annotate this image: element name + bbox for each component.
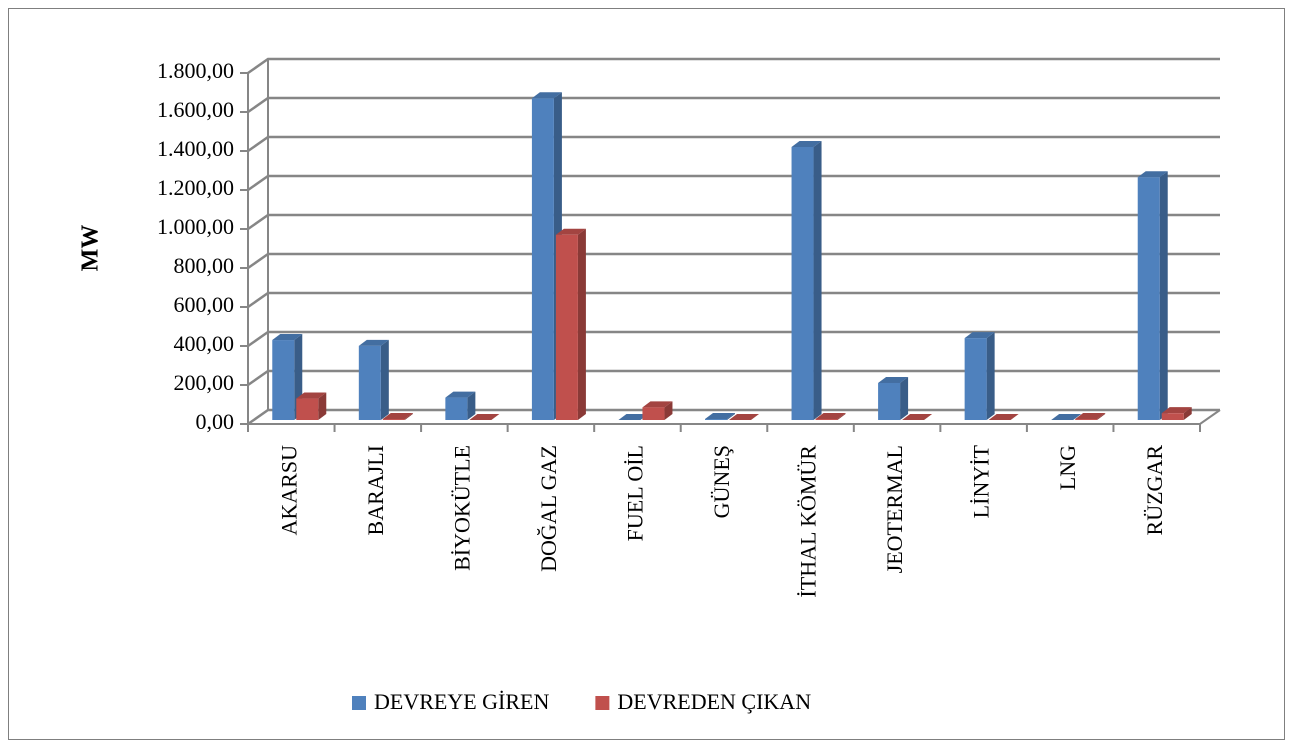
bar-top (964, 332, 995, 339)
x-tick-label: GÜNEŞ (709, 445, 734, 518)
bar (642, 407, 665, 420)
bar-top (531, 92, 562, 99)
bar (531, 98, 554, 420)
bar-top (445, 391, 476, 398)
bar-top (902, 414, 933, 420)
x-tick-label: RÜZGAR (1142, 445, 1167, 536)
grid-line (247, 96, 1220, 114)
bar-top (1075, 413, 1106, 420)
y-tick-label: 1.200,00 (157, 175, 234, 200)
legend-swatch (352, 696, 366, 710)
y-tick-label: 200,00 (174, 370, 235, 395)
bar (1075, 419, 1098, 420)
bar-side (813, 141, 822, 420)
bar-top (815, 413, 846, 420)
bar (815, 419, 838, 420)
bar (272, 340, 295, 420)
bar-side (1159, 171, 1168, 420)
bar-top (729, 414, 759, 420)
bar-top (705, 413, 735, 420)
bar (1161, 413, 1184, 420)
bar-top (1137, 171, 1168, 178)
grid-line (247, 369, 1220, 387)
bar-side (1183, 407, 1192, 420)
x-tick-label: BİYOKÜTLE (449, 445, 474, 571)
bar-side (727, 413, 735, 420)
bar (791, 147, 814, 420)
bar-side (986, 332, 995, 420)
x-tick-label: FUEL OİL (623, 445, 648, 541)
legend-swatch (595, 696, 610, 710)
x-tick-label: AKARSU (276, 445, 301, 536)
bar-top (1161, 407, 1192, 414)
bar-side (380, 339, 389, 420)
bar (964, 338, 987, 420)
bar-side (318, 392, 327, 420)
y-tick-label: 0,00 (196, 409, 235, 434)
bar-top (878, 376, 909, 383)
grid-line (247, 135, 1220, 153)
x-tick-label: DOĞAL GAZ (536, 445, 561, 572)
bar-side (1097, 413, 1106, 420)
grid-line (247, 213, 1220, 231)
bar (878, 382, 901, 420)
y-tick-label: 1.400,00 (157, 136, 234, 161)
bar-top (469, 414, 500, 420)
grid-line (247, 330, 1220, 348)
y-axis-title: MW (78, 225, 104, 272)
y-tick-label: 800,00 (174, 253, 235, 278)
legend-label: DEVREDEN ÇIKAN (617, 689, 811, 714)
y-tick-label: 600,00 (174, 292, 235, 317)
grid-line (247, 57, 1220, 75)
bar-side (837, 413, 846, 420)
x-tick-label: BARAJLI (363, 445, 388, 535)
bar-side (664, 401, 673, 420)
bar-top (272, 334, 303, 341)
bar-side (467, 391, 476, 420)
chart-border (8, 8, 1285, 740)
bar (382, 419, 405, 420)
y-tick-label: 1.600,00 (157, 97, 234, 122)
bar-top (296, 392, 327, 399)
bar (445, 397, 468, 420)
bar (555, 234, 578, 420)
x-tick-label: İTHAL KÖMÜR (796, 445, 821, 598)
bar (705, 419, 727, 420)
grid-line (247, 291, 1220, 309)
x-tick-label: JEOTERMAL (882, 445, 907, 573)
bar (1137, 177, 1160, 420)
bar-top (791, 141, 822, 147)
bar-top (555, 228, 586, 235)
y-tick-label: 1.000,00 (157, 214, 234, 239)
bar-side (900, 376, 909, 420)
bar-top (1051, 414, 1082, 420)
bar-side (404, 413, 413, 420)
bar-top (988, 414, 1019, 420)
bar-top (358, 339, 389, 346)
bar-top (642, 401, 673, 408)
bar (358, 345, 381, 420)
bar-top (382, 413, 413, 420)
grid-line (247, 174, 1220, 192)
y-tick-label: 1.800,00 (157, 58, 234, 83)
legend-label: DEVREYE GİREN (374, 689, 549, 714)
bar (296, 398, 319, 420)
x-tick-label: LİNYİT (969, 444, 994, 518)
bar-side (577, 228, 586, 420)
bar-top (618, 414, 649, 420)
y-tick-label: 400,00 (174, 331, 235, 356)
grid-line (247, 252, 1220, 270)
x-tick-label: LNG (1055, 445, 1080, 490)
